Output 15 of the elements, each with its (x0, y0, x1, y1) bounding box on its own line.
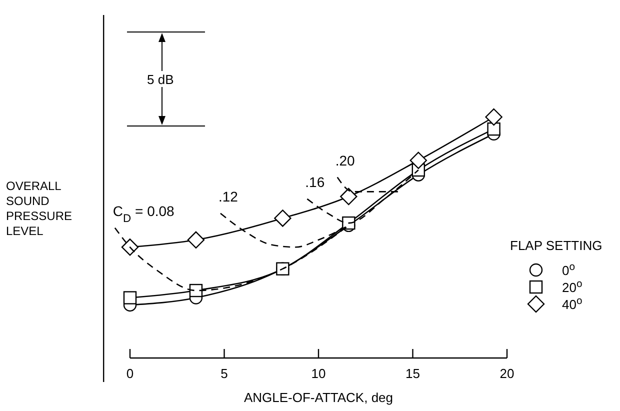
annotation: .12 (218, 188, 238, 204)
x-tick-label: 0 (126, 366, 134, 381)
x-tick-label: 15 (406, 366, 420, 381)
y-axis-title: OVERALL SOUND PRESSURE LEVEL (6, 179, 72, 238)
annotation: .20 (335, 152, 356, 168)
x-tick-label: 10 (311, 366, 326, 381)
legend-title: FLAP SETTING (510, 238, 602, 253)
legend-label: 40$^{o}$ (562, 296, 582, 312)
legend-label: 0$^{o}$ (562, 262, 576, 278)
x-tick-label: 5 (220, 366, 228, 381)
legend-label: 20$^{o}$ (562, 278, 582, 295)
x-tick-label: 20 (500, 366, 514, 381)
annotation: .16 (305, 174, 325, 190)
annotation: C$_{D}$ = 0.08 (112, 202, 175, 225)
x-axis-title: ANGLE-OF-ATTACK, deg (244, 390, 394, 405)
